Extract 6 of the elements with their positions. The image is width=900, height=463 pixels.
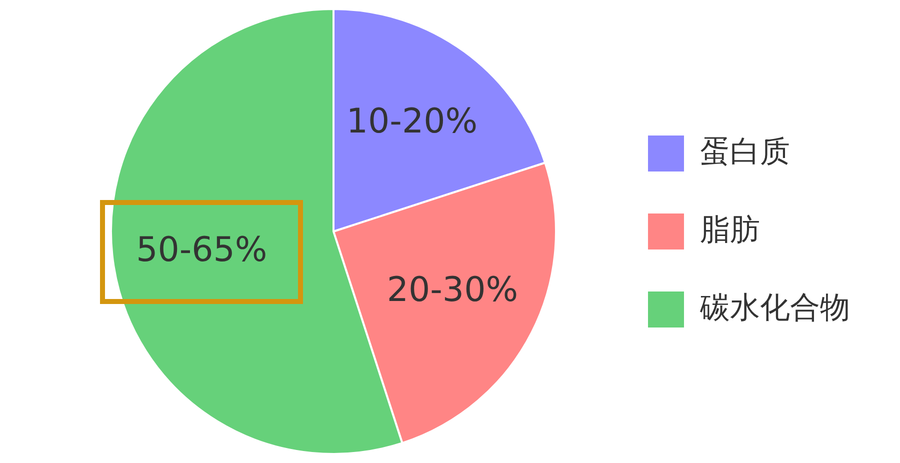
legend-label: 碳水化合物 xyxy=(699,290,850,326)
legend-label: 蛋白质 xyxy=(700,134,790,170)
text: 50-65% xyxy=(136,230,268,270)
text: 20-30% xyxy=(386,270,518,310)
text: 10-20% xyxy=(346,101,478,142)
legend-label: 脂肪 xyxy=(700,212,760,248)
